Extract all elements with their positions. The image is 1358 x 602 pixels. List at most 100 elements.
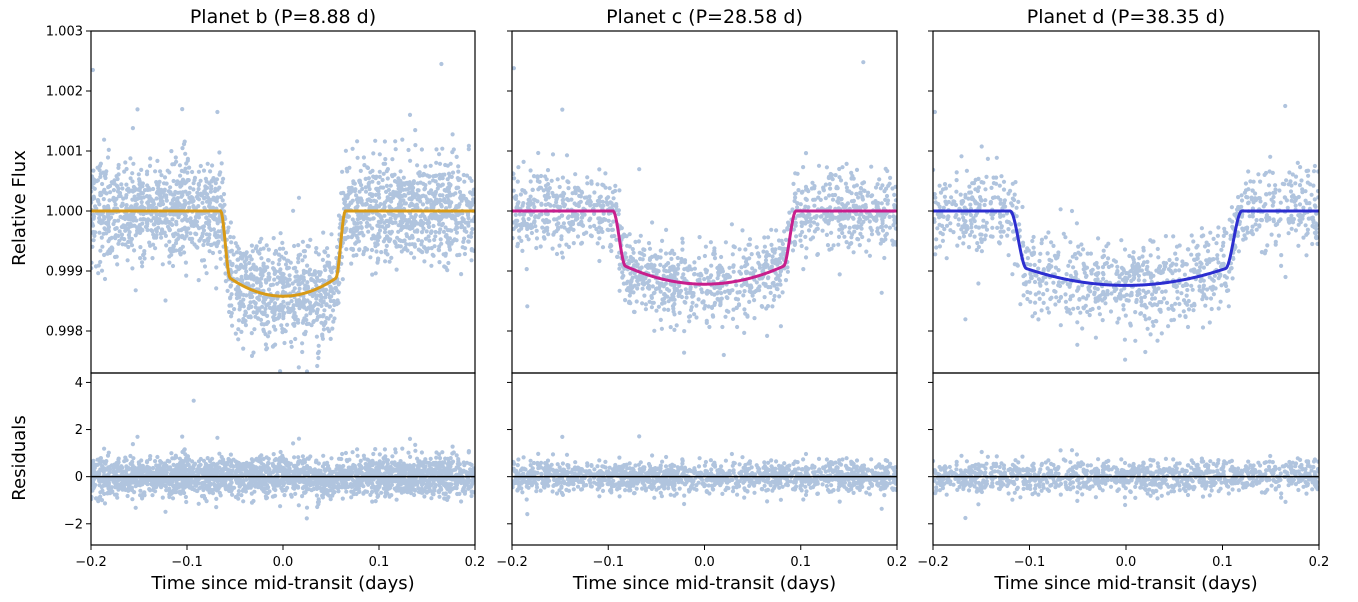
data-point xyxy=(153,169,158,174)
data-point xyxy=(326,262,331,267)
data-point xyxy=(375,188,380,193)
data-point xyxy=(415,163,420,168)
residual-point xyxy=(270,470,276,475)
data-point xyxy=(131,161,136,166)
data-point xyxy=(249,272,254,277)
residual-point xyxy=(311,480,316,485)
residual-point xyxy=(283,470,288,475)
data-point xyxy=(139,195,144,201)
data-point xyxy=(323,319,328,325)
data-point xyxy=(276,252,281,257)
residual-point xyxy=(323,477,328,482)
data-point xyxy=(249,257,254,262)
data-point xyxy=(202,190,207,195)
residual-point xyxy=(325,492,330,497)
data-point xyxy=(193,218,198,223)
data-point xyxy=(447,181,452,186)
data-point xyxy=(102,204,107,209)
residual-point xyxy=(359,464,364,469)
data-point xyxy=(131,206,136,211)
data-point xyxy=(263,332,268,337)
residual-point xyxy=(322,461,327,466)
data-point xyxy=(381,185,386,190)
residual-point xyxy=(277,482,282,487)
data-point xyxy=(208,169,213,174)
residual-point xyxy=(467,461,472,466)
residual-point xyxy=(102,460,107,466)
residual-point xyxy=(328,478,333,483)
residual-point xyxy=(174,464,179,469)
data-point xyxy=(472,248,475,253)
residual-point xyxy=(167,494,172,500)
data-point xyxy=(228,234,233,240)
data-point xyxy=(305,263,310,268)
data-point xyxy=(105,220,110,225)
residual-point xyxy=(231,464,236,469)
data-point xyxy=(140,184,145,189)
data-point xyxy=(182,236,187,241)
data-point xyxy=(173,241,179,246)
data-point xyxy=(250,249,255,254)
residual-point xyxy=(407,469,412,474)
data-point xyxy=(377,152,382,157)
data-point xyxy=(214,286,219,291)
residual-point xyxy=(356,470,361,475)
data-point xyxy=(453,227,458,232)
data-point xyxy=(98,171,103,176)
data-point xyxy=(447,236,452,241)
data-point xyxy=(376,180,381,185)
data-point xyxy=(294,302,299,308)
data-point xyxy=(126,244,131,250)
residual-point xyxy=(232,485,237,490)
residual-point xyxy=(349,495,354,500)
data-point xyxy=(395,193,400,198)
residual-point xyxy=(123,482,128,487)
residual-point xyxy=(130,459,135,464)
data-point xyxy=(356,239,361,244)
residual-point xyxy=(445,462,450,467)
data-point xyxy=(164,193,169,198)
data-point xyxy=(407,236,412,241)
data-point xyxy=(465,200,470,205)
data-point xyxy=(133,196,138,201)
x-tick-label: 0.0 xyxy=(273,555,294,570)
data-point xyxy=(368,170,373,175)
residual-point xyxy=(154,463,159,468)
residual-point xyxy=(437,494,442,499)
data-point xyxy=(221,176,226,181)
data-point xyxy=(112,254,118,260)
data-point xyxy=(526,237,531,242)
data-point xyxy=(222,202,227,207)
residual-point xyxy=(120,477,125,482)
residual-point xyxy=(383,494,388,499)
residual-point xyxy=(318,485,323,491)
residual-point xyxy=(105,453,111,458)
residual-point xyxy=(358,458,363,463)
residual-point xyxy=(167,459,172,464)
data-point xyxy=(389,255,394,260)
y-tick-label: 1.000 xyxy=(46,205,83,220)
data-point xyxy=(355,139,360,144)
residual-point xyxy=(343,450,348,456)
data-point xyxy=(119,182,124,187)
data-point xyxy=(451,147,456,152)
data-point xyxy=(214,265,219,270)
x-tick-label: 0.1 xyxy=(369,555,390,570)
data-point xyxy=(249,276,254,281)
data-point xyxy=(278,231,283,236)
data-point xyxy=(437,161,443,166)
panel-title: Planet b (P=8.88 d) xyxy=(190,6,376,28)
data-point xyxy=(344,247,349,252)
residual-point xyxy=(413,442,418,447)
data-point xyxy=(884,193,890,199)
data-point xyxy=(456,169,461,174)
data-point xyxy=(353,187,358,192)
residual-point xyxy=(91,482,96,487)
data-point xyxy=(454,221,459,226)
data-point xyxy=(367,187,372,192)
data-point xyxy=(146,217,151,222)
residual-point xyxy=(394,497,399,502)
data-point xyxy=(121,223,126,228)
data-point xyxy=(204,215,209,220)
residual-point xyxy=(301,458,306,463)
